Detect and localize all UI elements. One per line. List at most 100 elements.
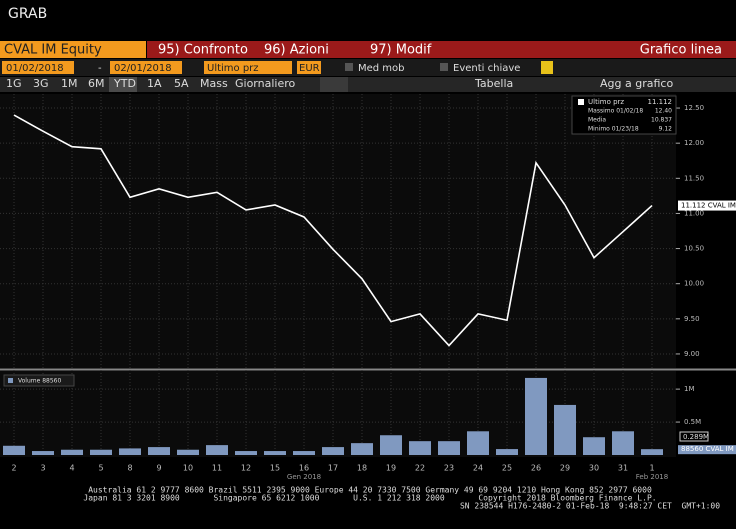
volume-bar bbox=[438, 441, 460, 455]
checkbox[interactable] bbox=[440, 63, 448, 71]
periods-bar bbox=[0, 77, 736, 92]
frequency[interactable]: Giornaliero bbox=[235, 77, 296, 90]
y-tick-label: 10.00 bbox=[684, 280, 704, 288]
volume-bar bbox=[3, 445, 25, 455]
option: Med mob bbox=[358, 63, 405, 74]
volume-bar bbox=[583, 437, 605, 455]
volume-bar bbox=[467, 431, 489, 455]
x-tick-label: 17 bbox=[328, 464, 338, 473]
legend-box bbox=[3, 374, 75, 387]
y-tick-label: 11.50 bbox=[684, 174, 704, 182]
x-tick-label: 24 bbox=[473, 464, 483, 473]
line-tool[interactable] bbox=[320, 77, 348, 92]
security-field[interactable] bbox=[0, 41, 146, 58]
add-button[interactable]: Agg a grafico bbox=[600, 77, 673, 90]
x-tick-label: 25 bbox=[502, 464, 512, 473]
y-tick-label: 12.00 bbox=[684, 139, 704, 147]
x-tick-label: 23 bbox=[444, 464, 454, 473]
legend-box bbox=[571, 95, 677, 135]
month-label: Feb 2018 bbox=[636, 473, 668, 481]
menu[interactable]: 95) Confronto bbox=[158, 43, 248, 58]
volume-bar bbox=[380, 435, 402, 455]
volume-bar bbox=[612, 431, 634, 455]
y-tick-label: 9.50 bbox=[684, 315, 700, 323]
legend-name: Ultimo prz bbox=[588, 98, 624, 106]
period-button[interactable]: YTD bbox=[113, 77, 136, 90]
menu[interactable]: 96) Azioni bbox=[264, 43, 329, 58]
period-button[interactable]: 1G bbox=[6, 77, 22, 90]
x-tick-label: 9 bbox=[156, 464, 161, 473]
period-button[interactable]: Mass bbox=[200, 77, 228, 90]
price-line bbox=[13, 114, 653, 347]
ma-label: 0.289M bbox=[683, 433, 709, 441]
volume-bar bbox=[90, 449, 112, 455]
menu[interactable]: 97) Modif bbox=[370, 43, 432, 58]
last-label: 11.112 CVAL IM bbox=[681, 202, 736, 210]
volume-bar bbox=[496, 449, 518, 455]
start-date-field[interactable] bbox=[2, 61, 74, 74]
x-tick-label: 3 bbox=[40, 464, 45, 473]
security: CVAL IM Equity bbox=[4, 43, 102, 58]
x-tick-label: 18 bbox=[357, 464, 367, 473]
option: Eventi chiave bbox=[453, 63, 520, 74]
x-tick-label: 31 bbox=[618, 464, 628, 473]
x-tick-label: 11 bbox=[212, 464, 222, 473]
volume-bar bbox=[235, 451, 257, 455]
period-button[interactable]: 1M bbox=[61, 77, 78, 90]
x-tick-label: 2 bbox=[11, 464, 16, 473]
currency-select[interactable] bbox=[297, 61, 321, 74]
start-date: 01/02/2018 bbox=[6, 63, 64, 74]
y-tick-label: 10.50 bbox=[684, 245, 704, 253]
x-tick-label: 1 bbox=[649, 464, 654, 473]
footer-line: Japan 81 3 3201 8900 Singapore 65 6212 1… bbox=[83, 494, 656, 503]
legend-value: 12.40 bbox=[655, 108, 672, 115]
x-tick-label: 16 bbox=[299, 464, 309, 473]
x-tick-label: 26 bbox=[531, 464, 541, 473]
y-tick-label: 1M bbox=[684, 385, 695, 393]
period-button[interactable]: 6M bbox=[88, 77, 105, 90]
legend-name: Volume 88560 bbox=[18, 378, 61, 385]
x-tick-label: 22 bbox=[415, 464, 425, 473]
volume-bar bbox=[206, 445, 228, 455]
currency: EUR bbox=[299, 63, 320, 74]
menu-bar bbox=[147, 41, 736, 58]
price-panel bbox=[0, 94, 676, 368]
field-select[interactable] bbox=[204, 61, 292, 74]
field: Ultimo prz bbox=[207, 63, 259, 74]
legend-value: 11.112 bbox=[648, 98, 673, 106]
ma-tag bbox=[679, 431, 709, 442]
end-date-field[interactable] bbox=[110, 61, 182, 74]
legend-name: Minimo 01/23/18 bbox=[588, 126, 639, 133]
date-separator: - bbox=[98, 63, 102, 74]
last-label: 88560 CVAL IM bbox=[681, 445, 734, 453]
volume-bar bbox=[293, 451, 315, 455]
x-tick-label: 10 bbox=[183, 464, 193, 473]
x-tick-label: 12 bbox=[241, 464, 251, 473]
volume-bar bbox=[32, 451, 54, 455]
table-button[interactable]: Tabella bbox=[474, 77, 513, 90]
month-label: Gen 2018 bbox=[287, 473, 321, 481]
volume-bar bbox=[525, 377, 547, 455]
info-icon[interactable] bbox=[541, 61, 553, 74]
checkbox[interactable] bbox=[345, 63, 353, 71]
x-tick-label: 29 bbox=[560, 464, 570, 473]
chart-type: Grafico linea bbox=[640, 43, 722, 58]
x-tick-label: 15 bbox=[270, 464, 280, 473]
period-button[interactable]: 1A bbox=[147, 77, 162, 90]
x-tick-label: 5 bbox=[98, 464, 103, 473]
volume-bar bbox=[264, 451, 286, 455]
period-button[interactable]: 5A bbox=[174, 77, 189, 90]
period-active bbox=[109, 77, 137, 92]
last-tag bbox=[678, 445, 736, 455]
volume-bar bbox=[554, 404, 576, 455]
footer-line: SN 238544 H176-2480-2 01-Feb-18 9:48:27 … bbox=[460, 502, 720, 511]
y-tick-label: 0.5M bbox=[684, 418, 701, 426]
volume-bar bbox=[119, 448, 141, 455]
legend-value: 10.837 bbox=[651, 117, 672, 124]
period-button[interactable]: 3G bbox=[33, 77, 49, 90]
volume-bar bbox=[322, 447, 344, 455]
x-tick-label: 8 bbox=[127, 464, 132, 473]
volume-bar bbox=[409, 441, 431, 455]
